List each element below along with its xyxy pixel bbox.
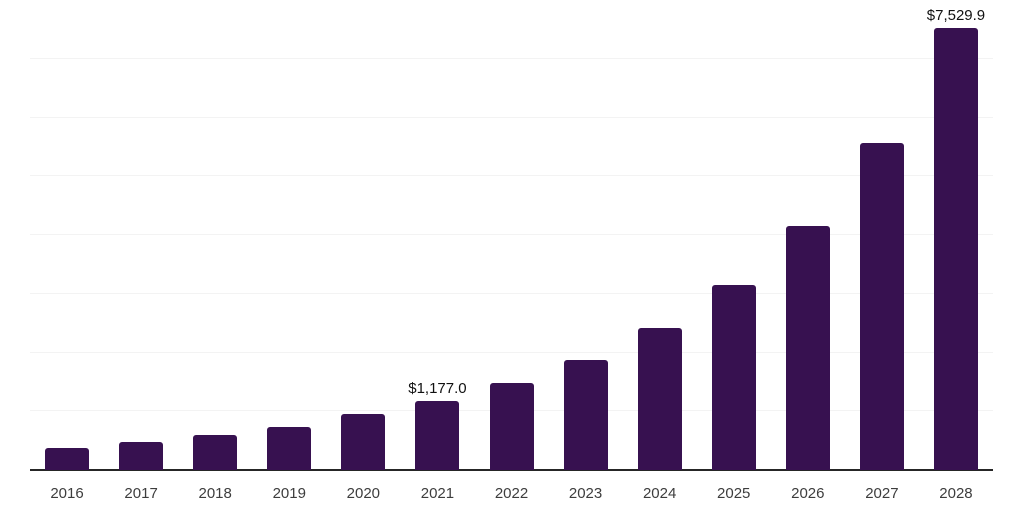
x-tick-2026: 2026: [791, 485, 825, 502]
bar-2025[interactable]: [711, 284, 756, 470]
plot-area: $1,177.0 $7,529.9: [30, 0, 993, 471]
gridline-3000: [30, 292, 993, 294]
gridline-7000: [30, 57, 993, 59]
bar-value-label-2028: $7,529.9: [926, 6, 986, 24]
bar-2019[interactable]: [267, 427, 312, 470]
x-tick-2016: 2016: [50, 485, 84, 502]
x-axis-line: [30, 469, 993, 471]
x-tick-2022: 2022: [494, 485, 529, 502]
bar-value-label-2021: $1,177.0: [408, 379, 467, 397]
x-tick-2019: 2019: [272, 485, 306, 502]
x-tick-2028: 2028: [939, 485, 973, 502]
gridline-2000: [30, 351, 993, 353]
bar-2024[interactable]: [637, 327, 682, 470]
gridline-5000: [30, 175, 993, 177]
bar-2021[interactable]: [415, 400, 460, 470]
x-tick-2020: 2020: [346, 485, 381, 502]
bar-2023[interactable]: [563, 359, 608, 470]
x-tick-2018: 2018: [198, 485, 232, 502]
bar-2020[interactable]: [341, 414, 386, 470]
x-tick-2025: 2025: [717, 485, 751, 502]
x-tick-2024: 2024: [642, 485, 677, 502]
x-tick-2017: 2017: [124, 485, 158, 502]
bar-2018[interactable]: [193, 434, 238, 470]
bar-2017[interactable]: [119, 441, 164, 470]
bar-2026[interactable]: [785, 226, 830, 470]
x-tick-2023: 2023: [568, 485, 603, 502]
x-tick-2027: 2027: [865, 485, 899, 502]
bar-2027[interactable]: [859, 143, 904, 470]
gridline-6000: [30, 116, 993, 118]
bar-2016[interactable]: [45, 447, 90, 470]
bar-2022[interactable]: [489, 383, 534, 470]
bar-2028[interactable]: [933, 27, 978, 470]
x-tick-2021: 2021: [420, 485, 455, 502]
gridline-4000: [30, 234, 993, 235]
